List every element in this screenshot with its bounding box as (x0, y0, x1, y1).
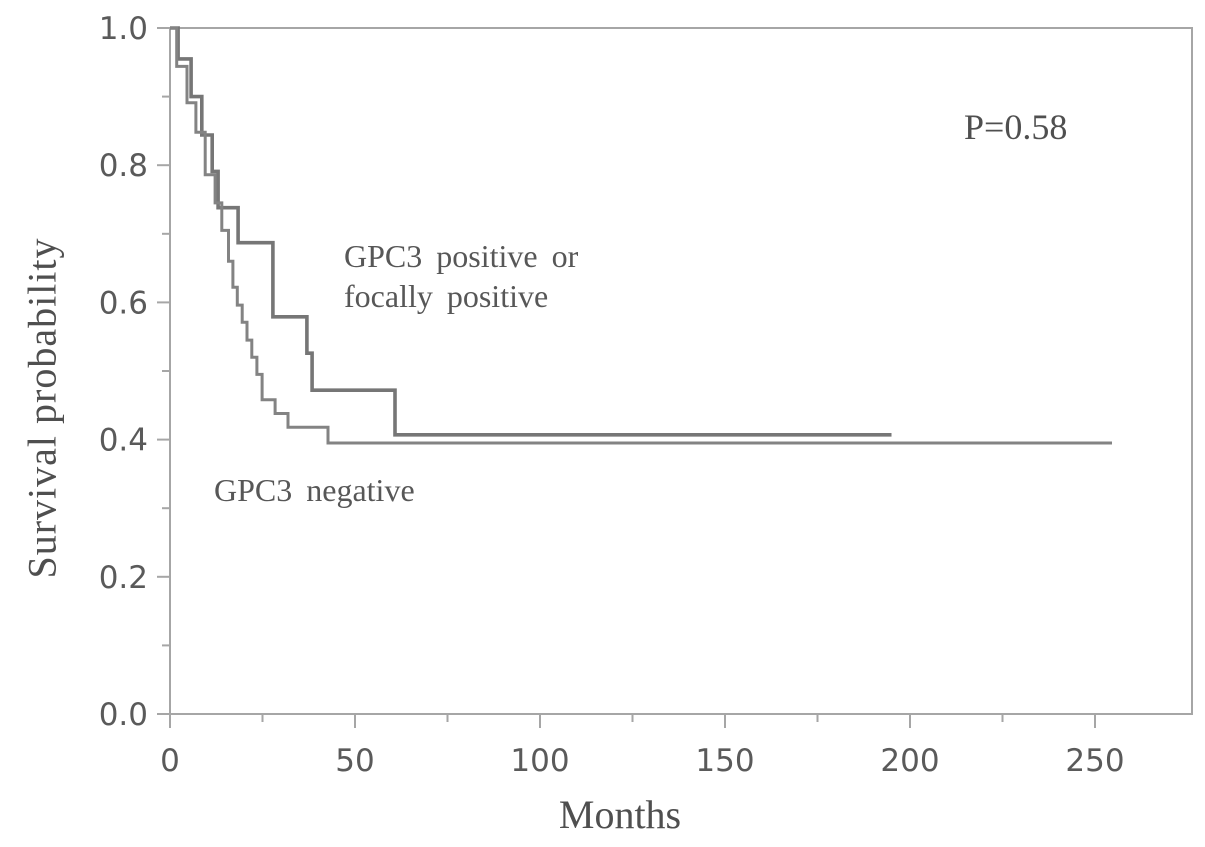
x-axis-title: Months (558, 792, 682, 837)
x-tick-label: 250 (1065, 743, 1124, 779)
km-curve-gpc3-positive (170, 26, 892, 437)
axis-tick-labels: 0 50 100 150 200 250 1.0 0.8 0.6 0.4 0.2 0.0 (99, 11, 1125, 779)
km-curve-gpc3-negative (170, 26, 1112, 445)
axis-ticks (157, 27, 1096, 728)
y-tick-label: 0.4 (99, 423, 148, 459)
x-tick-label: 100 (510, 743, 569, 779)
km-curves (170, 26, 1112, 445)
y-tick-label: 0.0 (99, 697, 148, 733)
x-tick-label: 0 (160, 743, 180, 779)
curve-label-gpc3-negative: GPC3 negative (214, 472, 415, 508)
x-tick-label: 50 (335, 743, 374, 779)
x-tick-label: 150 (695, 743, 754, 779)
curve-label-gpc3-positive-line2: focally positive (344, 278, 549, 314)
y-axis-title: Survival probability (19, 237, 65, 579)
y-tick-label: 0.6 (99, 285, 148, 321)
y-tick-label: 0.2 (99, 560, 148, 596)
x-tick-label: 200 (880, 743, 939, 779)
y-tick-label: 0.8 (99, 148, 148, 184)
p-value-annotation: P=0.58 (964, 107, 1068, 147)
curve-label-gpc3-positive: GPC3 positive or focally positive (344, 236, 578, 316)
y-tick-label: 1.0 (99, 11, 148, 47)
curve-label-gpc3-positive-line1: GPC3 positive or (344, 238, 579, 274)
